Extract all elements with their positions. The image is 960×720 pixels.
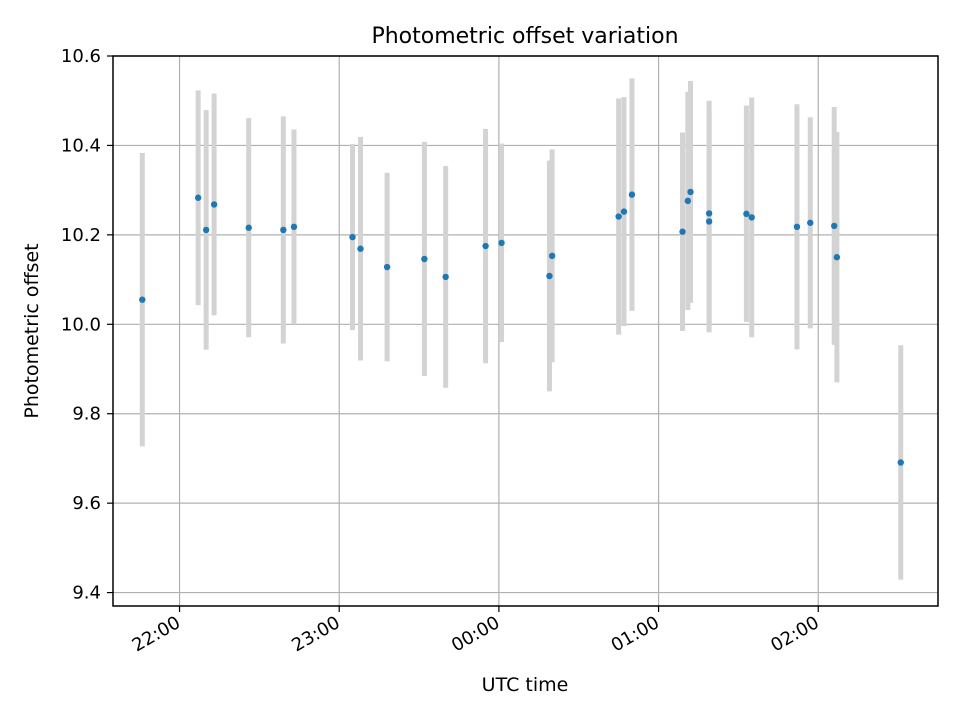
data-point xyxy=(897,459,904,466)
data-point xyxy=(833,254,841,261)
data-point xyxy=(139,296,146,303)
data-point xyxy=(628,191,636,198)
data-point xyxy=(546,272,553,280)
data-point xyxy=(705,210,713,217)
chart-title: Photometric offset variation xyxy=(371,24,678,49)
data-points xyxy=(139,188,904,466)
data-point xyxy=(620,208,628,215)
data-point xyxy=(705,218,713,225)
data-point xyxy=(498,239,505,247)
y-tick-label: 9.8 xyxy=(72,404,101,425)
y-axis-ticks: 9.4 9.6 9.8 10.0 10.2 10.4 10.6 xyxy=(61,46,113,604)
y-axis-label: Photometric offset xyxy=(21,243,43,418)
data-point xyxy=(807,219,814,226)
data-point xyxy=(743,210,750,218)
data-point xyxy=(442,273,449,281)
data-point xyxy=(831,222,838,230)
y-tick-label: 9.4 xyxy=(72,583,101,604)
y-tick-label: 10.6 xyxy=(61,46,101,67)
data-point xyxy=(383,263,391,271)
x-tick-label: 22:00 xyxy=(129,612,184,656)
y-tick-label: 10.0 xyxy=(61,314,101,335)
x-tick-label: 02:00 xyxy=(767,612,822,656)
data-point xyxy=(615,213,622,220)
data-point xyxy=(194,194,202,201)
data-point xyxy=(748,214,755,221)
data-point xyxy=(349,233,356,241)
data-point xyxy=(245,224,252,231)
data-point xyxy=(482,242,489,250)
x-tick-label: 23:00 xyxy=(288,612,343,656)
grid xyxy=(113,55,938,606)
data-point xyxy=(679,228,686,235)
y-tick-label: 10.2 xyxy=(61,225,101,246)
data-point xyxy=(290,223,298,231)
error-bars xyxy=(139,78,904,580)
y-tick-label: 9.6 xyxy=(72,493,101,514)
x-axis-label: UTC time xyxy=(482,674,569,696)
plot-frame xyxy=(112,55,939,607)
data-point xyxy=(687,188,694,196)
data-point xyxy=(210,201,218,208)
data-point xyxy=(421,255,428,263)
data-point xyxy=(793,223,801,231)
data-point xyxy=(548,252,556,260)
x-tick-label: 01:00 xyxy=(608,612,663,656)
data-point xyxy=(202,226,210,234)
x-tick-label: 00:00 xyxy=(448,612,503,656)
data-point xyxy=(684,197,692,205)
y-tick-label: 10.4 xyxy=(61,135,101,156)
data-point xyxy=(280,226,287,234)
data-point xyxy=(357,245,364,252)
x-axis-ticks: 22:00 23:00 00:00 01:00 02:00 xyxy=(129,606,823,656)
